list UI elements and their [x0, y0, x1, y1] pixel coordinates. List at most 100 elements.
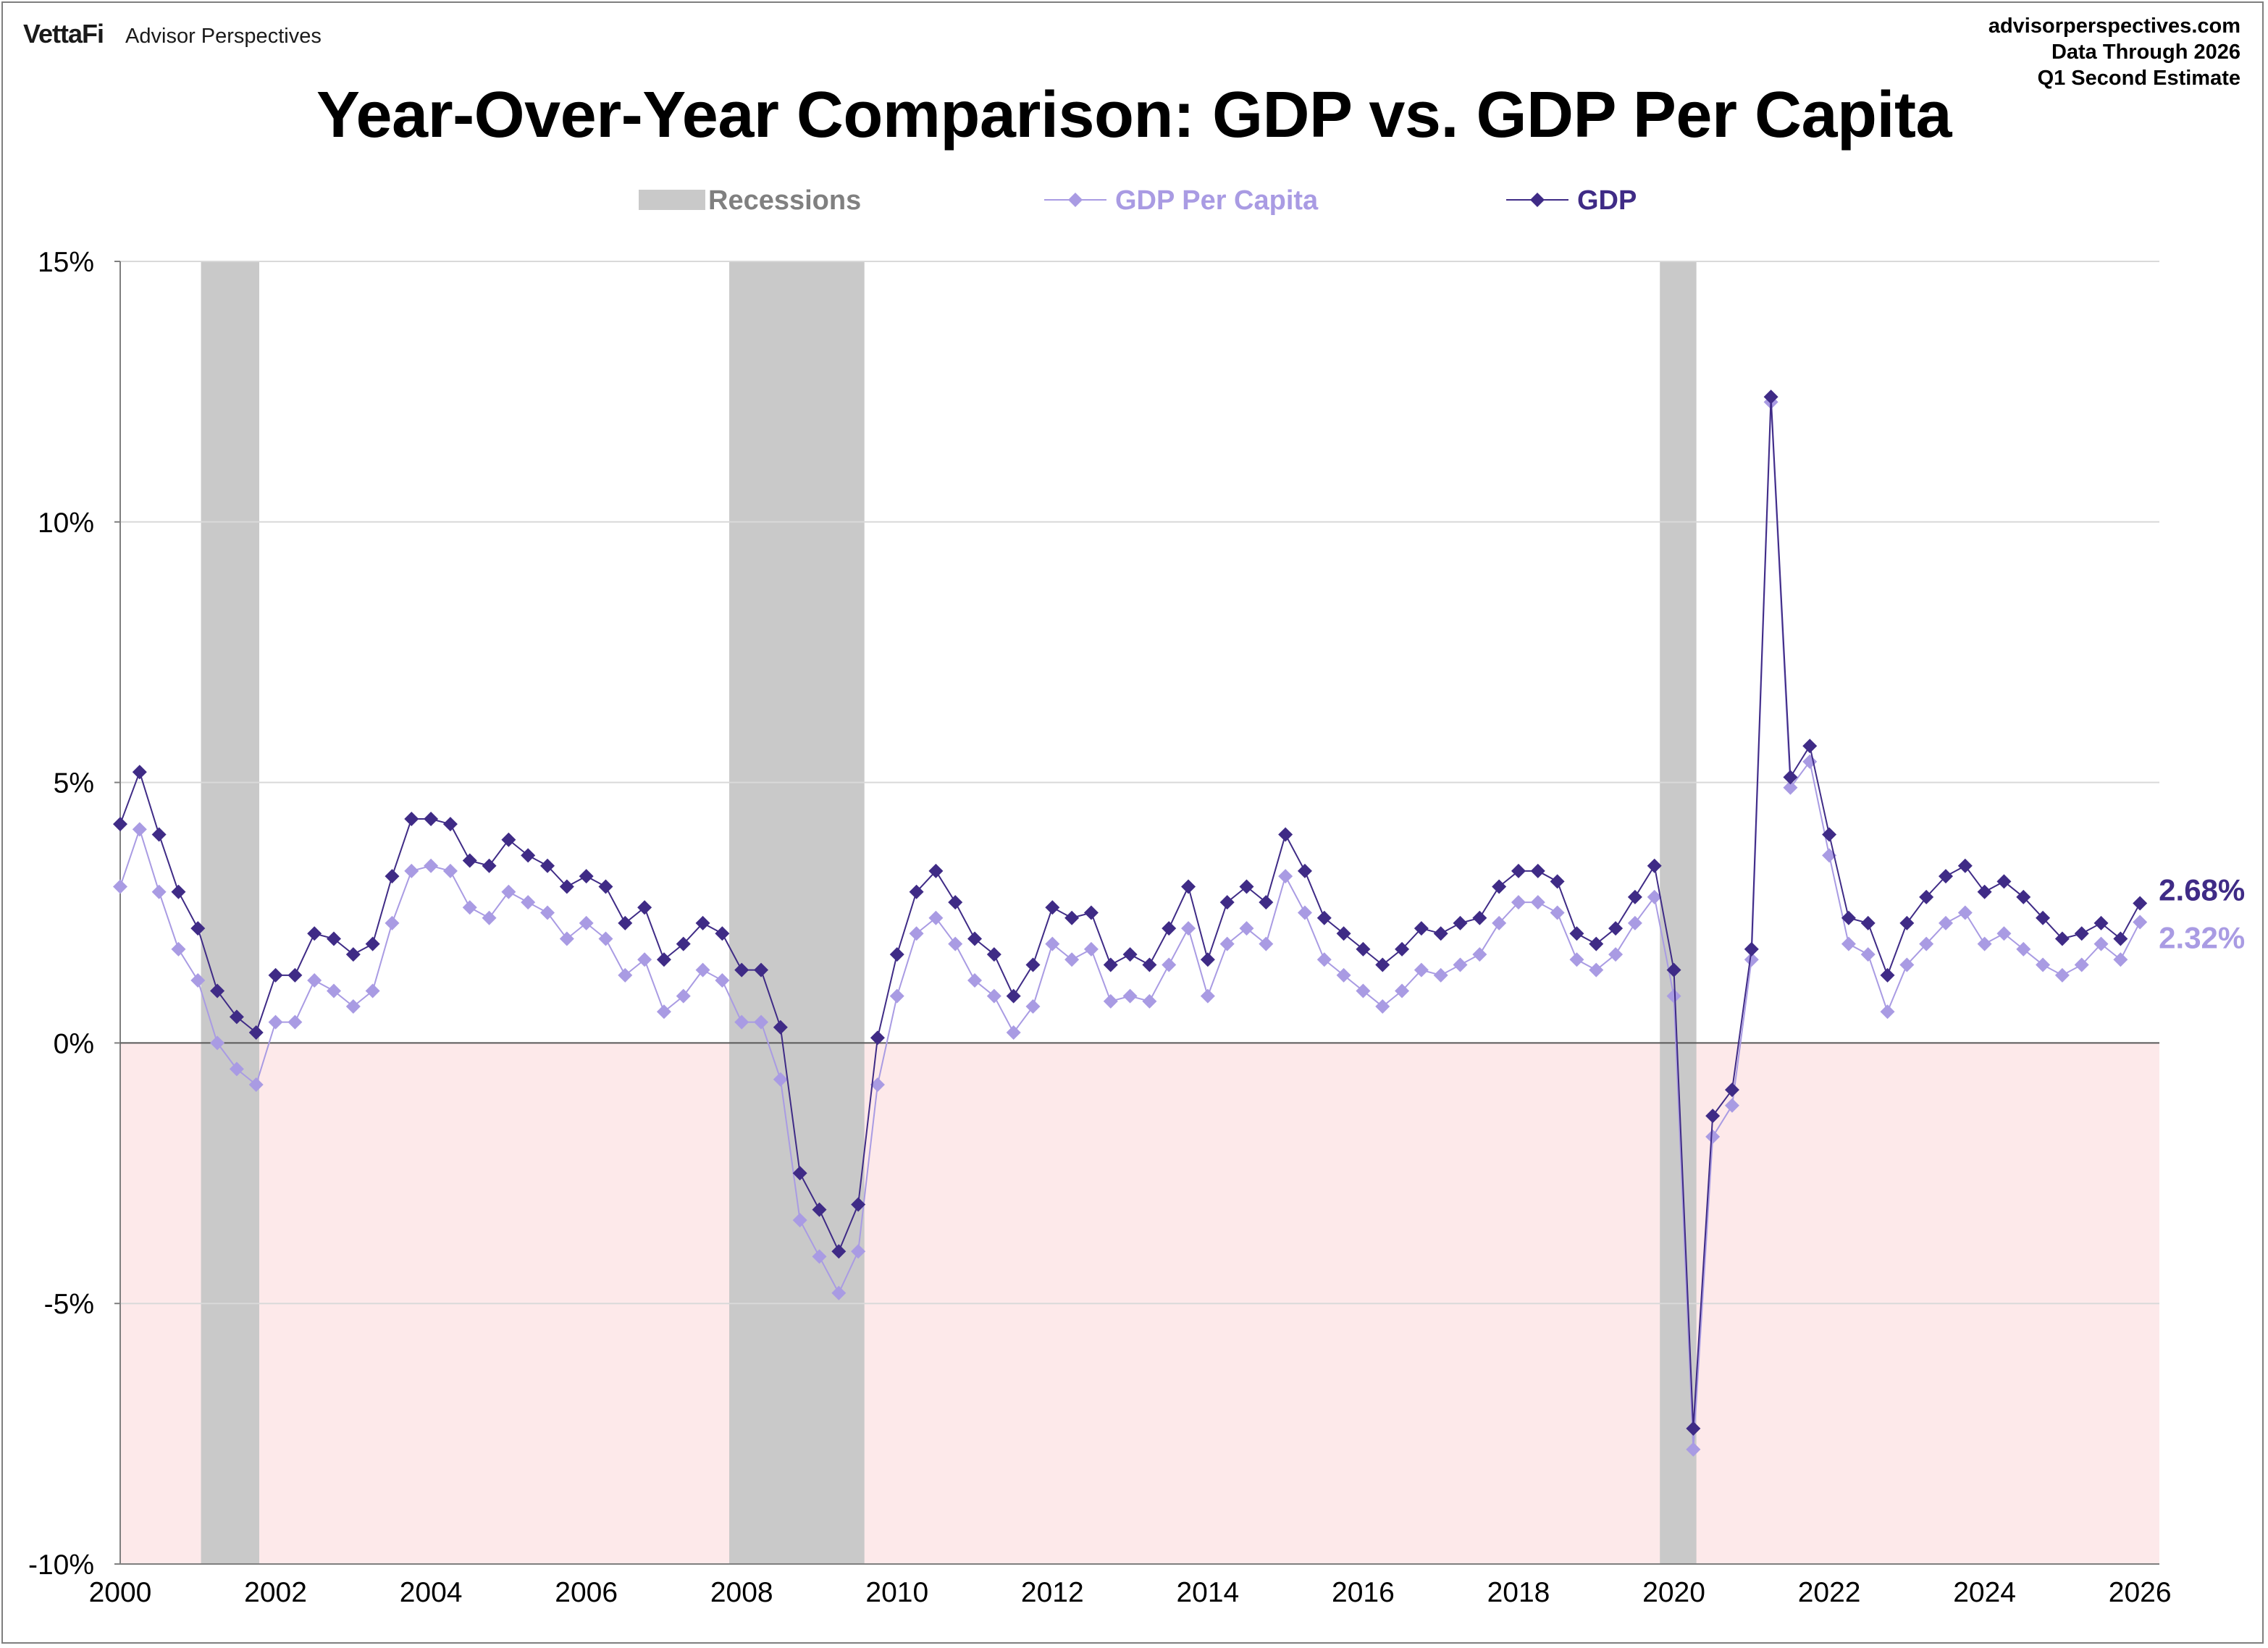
gdp-per-capita-point [967, 973, 983, 988]
gdp-per-capita-point [1181, 921, 1196, 936]
gdp-per-capita-point [1395, 983, 1410, 999]
gdp-per-capita-point [132, 822, 147, 837]
gdp-point [1957, 858, 1973, 873]
gdp-point [2016, 889, 2031, 904]
gdp-per-capita-point [909, 926, 924, 941]
gdp-point [1064, 910, 1080, 925]
gdp-per-capita-point [1219, 936, 1235, 951]
legend-gdp-per-capita-marker [1068, 193, 1083, 207]
gdp-per-capita-point [1103, 993, 1118, 1009]
gdp-point [1336, 926, 1351, 941]
gdp-per-capita-point [1550, 905, 1565, 920]
gdp-per-capita-point [1724, 1098, 1739, 1113]
gdp-per-capita-point [540, 905, 555, 920]
gdp-per-capita-point [889, 988, 904, 1004]
gdp-per-capita-point [928, 910, 944, 925]
gdp-point [1433, 926, 1448, 941]
source-estimate: Q1 Second Estimate [2037, 67, 2240, 90]
gdp-point [1899, 915, 1915, 930]
gdp-point [1103, 957, 1118, 972]
gdp-per-capita-point [151, 884, 167, 899]
gdp-per-capita-point [792, 1213, 807, 1228]
gdp-per-capita-point [1122, 988, 1138, 1004]
gdp-point [404, 811, 419, 826]
gdp-per-capita-point [1627, 915, 1642, 930]
gdp-per-capita-point [2016, 941, 2031, 957]
chart-title: Year-Over-Year Comparison: GDP vs. GDP P… [316, 79, 1952, 151]
x-tick-labels: 2000 2002 2004 2006 2008 2010 2012 2014 2016 2018… [89, 1577, 2172, 1608]
gdp-point [1919, 889, 1934, 904]
gdp-point [1375, 957, 1390, 972]
gdp-point [773, 1020, 788, 1035]
gdp-point [1356, 941, 1371, 957]
gdp-point [754, 962, 769, 978]
gdp-point [151, 827, 167, 842]
gdp-per-capita-point [773, 1072, 788, 1087]
gdp-point [268, 967, 283, 983]
gdp-per-capita-series [113, 395, 2148, 1457]
gdp-point [501, 832, 516, 847]
gdp-point [1802, 739, 1818, 754]
x-tick-label: 2004 [400, 1577, 463, 1608]
gdp-point [1569, 926, 1584, 941]
gdp-per-capita-point [1686, 1442, 1701, 1457]
gdp-point [365, 936, 380, 951]
gdp-per-capita-point [715, 973, 730, 988]
gdp-point [1297, 863, 1312, 878]
gdp-point [676, 936, 691, 951]
gdp-point [948, 895, 963, 910]
gdp-per-capita-point [171, 941, 186, 957]
gdp-point [1142, 957, 1157, 972]
gdp-per-capita-point [1297, 905, 1312, 920]
gdp-per-capita-point [442, 863, 458, 878]
source-info: advisorperspectives.com Data Through 202… [1988, 13, 2240, 91]
gdp-point [559, 879, 574, 894]
legend-gdp-per-capita-label: GDP Per Capita [1115, 185, 1319, 216]
gdp-point [1783, 770, 1798, 785]
gdp-point [2133, 896, 2148, 911]
gdp-per-capita-point [287, 1014, 303, 1030]
gdp-per-capita-point [1278, 869, 1293, 884]
gdp-point [792, 1166, 807, 1181]
x-tick-label: 2018 [1487, 1577, 1550, 1608]
gdp-point [1395, 941, 1410, 957]
gdp-series [113, 390, 2148, 1436]
gdp-point [986, 947, 1001, 962]
gdp-point [307, 926, 322, 941]
gdp-point [1996, 874, 2012, 889]
gdp-point [909, 884, 924, 899]
gdp-per-capita-point [1492, 915, 1507, 930]
gdp-per-capita-point [2113, 952, 2128, 967]
gdp-point [1083, 905, 1099, 920]
gdp-point [1666, 962, 1681, 978]
gdp-point [1200, 952, 1215, 967]
gdp-per-capita-point [812, 1249, 827, 1264]
gdp-point [656, 952, 671, 967]
gdp-end-label: 2.68% [2159, 873, 2245, 907]
y-tick-label: -10% [28, 1550, 94, 1581]
gdp-per-capita-point [2074, 957, 2089, 972]
gdp-per-capita-point [113, 879, 127, 894]
gdp-point [812, 1202, 827, 1217]
gdp-per-capita-point [754, 1014, 769, 1030]
gdp-per-capita-point [870, 1077, 885, 1092]
gdp-point [1627, 889, 1642, 904]
gdp-per-capita-point [618, 967, 633, 983]
axes [114, 261, 2159, 1565]
gdp-point [424, 811, 439, 826]
source-website: advisorperspectives.com [1988, 14, 2240, 38]
gdp-point [2054, 931, 2070, 946]
gdp-per-capita-point [1569, 952, 1584, 967]
gdp-per-capita-point [307, 973, 322, 988]
gdp-point [1589, 936, 1604, 951]
gdp-per-capita-point [1356, 983, 1371, 999]
y-tick-label: 0% [54, 1028, 94, 1059]
legend-recession-swatch [639, 190, 705, 210]
gdp-point [171, 884, 186, 899]
gdp-point [1841, 910, 1856, 925]
gdp-point [287, 967, 303, 983]
legend: Recessions GDP Per Capita GDP [639, 185, 1637, 216]
gdp-point [1453, 915, 1468, 930]
gdp-point [540, 858, 555, 873]
gdp-point [385, 869, 400, 884]
